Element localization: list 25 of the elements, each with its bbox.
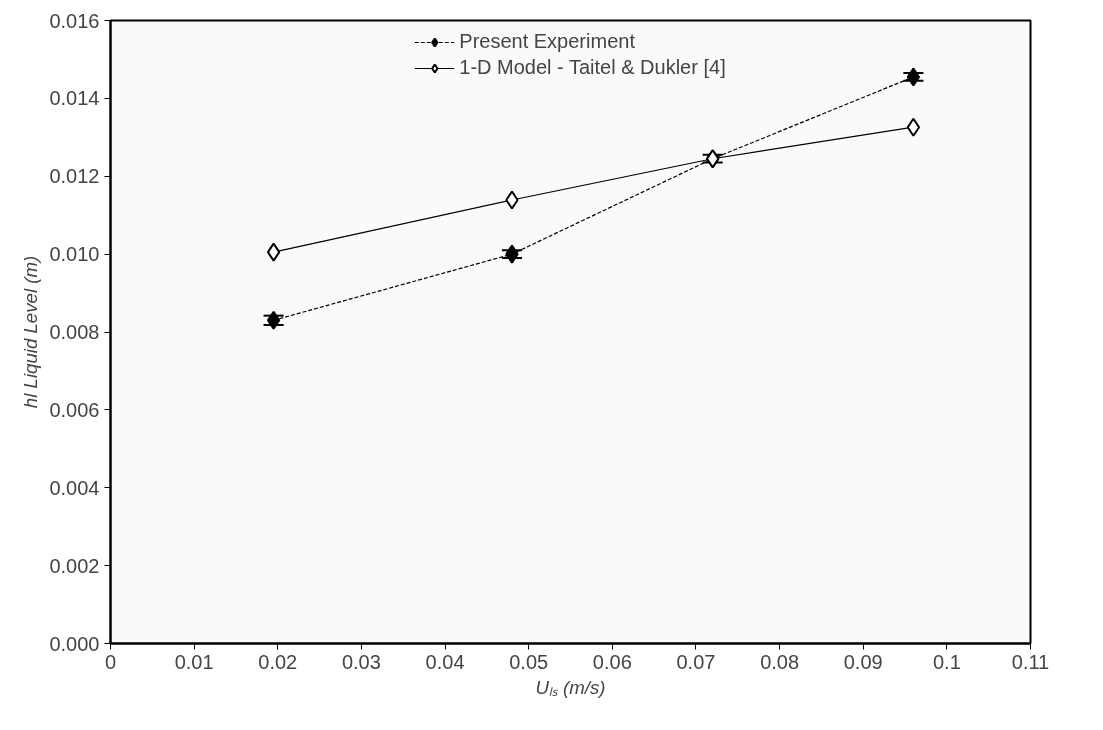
y-axis-title: hl Liquid Level (m): [20, 255, 42, 409]
x-tick-label: 0.07: [676, 650, 716, 673]
y-tick-label: 0.006: [49, 398, 100, 421]
x-tick-label: 0.02: [258, 650, 298, 673]
x-tick-label: 0.1: [932, 650, 961, 673]
y-tick-label: 0.014: [49, 87, 100, 110]
x-tick-label: 0.06: [592, 650, 632, 673]
y-tick-label: 0.008: [49, 321, 100, 343]
y-tick-label: 0.002: [49, 554, 100, 577]
y-tick-label: 0.000: [49, 632, 100, 655]
x-tick-label: 0.08: [760, 650, 800, 673]
y-tick-label: 0.010: [49, 243, 100, 266]
y-tick-label: 0.012: [49, 165, 100, 188]
x-tick-label: 0.03: [341, 650, 381, 673]
x-tick-label: 0: [104, 650, 117, 673]
x-axis-title: Uₗₛ (m/s): [535, 676, 606, 698]
y-tick-label: 0.016: [49, 9, 100, 32]
x-tick-label: 0.01: [174, 650, 214, 673]
x-tick-label: 0.04: [425, 650, 465, 673]
y-tick-label: 0.004: [49, 476, 100, 499]
legend-label: Present Experiment: [459, 30, 635, 53]
legend-label: 1-D Model - Taitel & Dukler [4]: [459, 56, 726, 79]
x-tick-label: 0.05: [509, 650, 549, 673]
x-tick-label: 0.11: [1011, 650, 1050, 673]
x-tick-label: 0.09: [843, 650, 883, 673]
